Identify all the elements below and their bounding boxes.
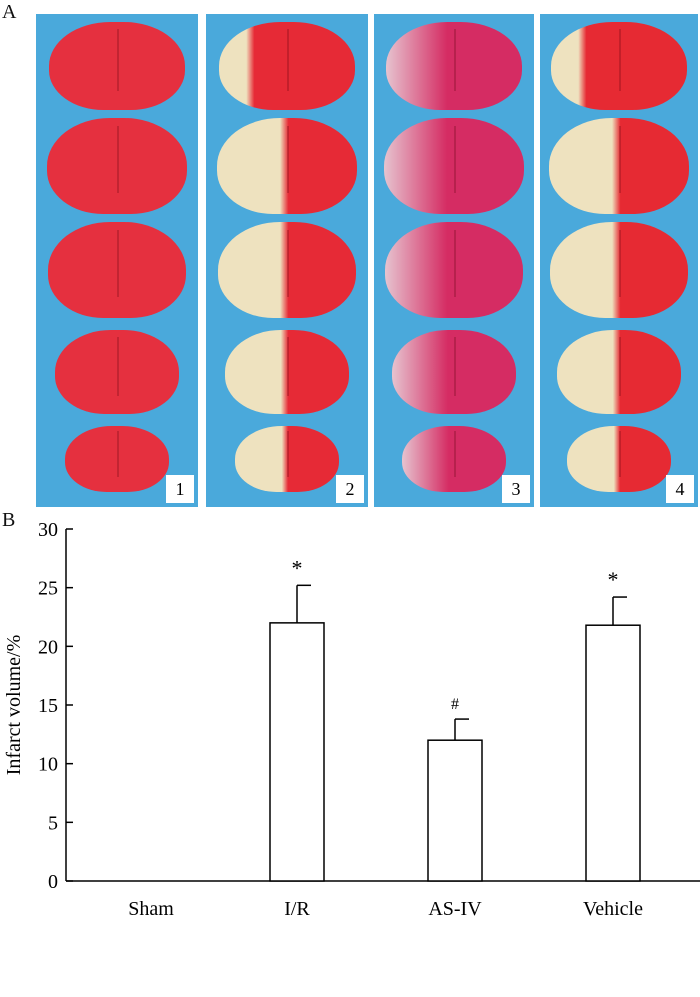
brain-slice <box>567 426 671 492</box>
x-tick-label: AS-IV <box>428 898 482 920</box>
bar-as-iv <box>427 739 483 882</box>
brain-slice <box>225 330 349 414</box>
brain-slice <box>218 222 356 318</box>
brain-slice <box>47 118 187 214</box>
y-tick-label: 10 <box>38 754 58 776</box>
brain-slice <box>217 118 357 214</box>
significance-marker: * <box>608 567 619 592</box>
brain-slice <box>392 330 516 414</box>
x-tick-label: Sham <box>128 898 174 920</box>
y-axis-label: Infarct volume/% <box>3 635 25 776</box>
y-tick-label: 25 <box>38 578 58 600</box>
photo-number: 1 <box>166 475 194 503</box>
brain-slice <box>550 222 688 318</box>
y-tick-label: 0 <box>48 871 58 893</box>
brain-slice <box>219 22 355 110</box>
brain-slice <box>55 330 179 414</box>
brain-slice-photo-3: 3 <box>374 14 534 507</box>
photo-number: 2 <box>336 475 364 503</box>
brain-slice <box>49 22 185 110</box>
brain-slice <box>549 118 689 214</box>
brain-slice-photo-1: 1 <box>36 14 198 507</box>
y-tick-label: 5 <box>48 812 58 834</box>
brain-slice-photo-2: 2 <box>206 14 368 507</box>
brain-slice <box>65 426 169 492</box>
significance-marker: * <box>292 555 303 580</box>
photo-number: 3 <box>502 475 530 503</box>
bar-i-r <box>269 622 325 882</box>
panel-a-label: A <box>2 1 17 23</box>
brain-slice-photo-4: 4 <box>540 14 698 507</box>
y-tick-label: 15 <box>38 695 58 717</box>
brain-slice <box>385 222 523 318</box>
x-tick-label: I/R <box>284 898 310 920</box>
y-tick-label: 20 <box>38 636 58 658</box>
panel-b-label: B <box>2 509 16 531</box>
bar-vehicle <box>585 624 641 882</box>
brain-slice <box>402 426 506 492</box>
brain-slice <box>384 118 524 214</box>
significance-marker: # <box>451 696 459 713</box>
brain-slice <box>386 22 522 110</box>
brain-slice <box>557 330 681 414</box>
photo-number: 4 <box>666 475 694 503</box>
brain-slice <box>48 222 186 318</box>
brain-slice <box>551 22 687 110</box>
y-tick-label: 30 <box>38 519 58 541</box>
brain-slice <box>235 426 339 492</box>
x-tick-label: Vehicle <box>583 898 643 920</box>
